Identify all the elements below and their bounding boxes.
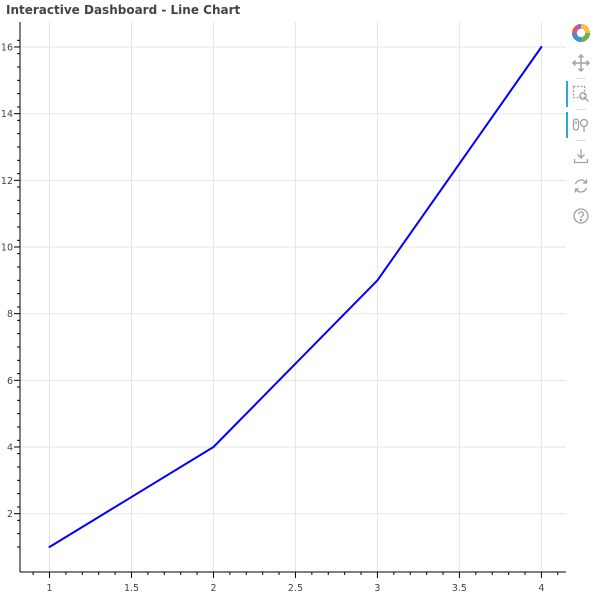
save-icon[interactable] bbox=[566, 141, 596, 171]
x-tick-label: 4 bbox=[538, 583, 544, 594]
x-tick-label: 1 bbox=[46, 583, 52, 594]
y-tick-label: 8 bbox=[7, 309, 13, 320]
toolbar bbox=[566, 18, 596, 231]
y-tick-label: 12 bbox=[1, 176, 13, 187]
wheel-zoom-icon[interactable] bbox=[566, 110, 596, 140]
toolbar-separator bbox=[576, 78, 586, 79]
help-icon[interactable] bbox=[566, 201, 596, 231]
chart-title: Interactive Dashboard - Line Chart bbox=[6, 3, 241, 17]
bokeh-logo-icon[interactable] bbox=[566, 18, 596, 48]
reset-icon[interactable] bbox=[566, 171, 596, 201]
series-layer bbox=[48, 46, 543, 548]
box-zoom-icon[interactable] bbox=[566, 79, 596, 109]
y-tick-label: 10 bbox=[1, 243, 13, 254]
toolbar-separator bbox=[576, 140, 586, 141]
toolbar-separator bbox=[576, 109, 586, 110]
x-tick-label: 2 bbox=[210, 583, 216, 594]
x-tick-label: 1.5 bbox=[124, 583, 139, 594]
series-line[interactable] bbox=[48, 46, 543, 548]
y-tick-label: 2 bbox=[7, 509, 13, 520]
y-tick-label: 14 bbox=[1, 109, 13, 120]
y-tick-label: 4 bbox=[7, 443, 13, 454]
grid bbox=[20, 22, 566, 572]
x-tick-label: 3.5 bbox=[452, 583, 467, 594]
y-tick-label: 6 bbox=[7, 376, 13, 387]
axes: 1 1.5 2 2.5 3 3.5 4 2 4 6 8 10 12 14 16 bbox=[1, 22, 566, 594]
x-tick-label: 2.5 bbox=[288, 583, 303, 594]
y-tick-label: 16 bbox=[1, 43, 13, 54]
pan-icon[interactable] bbox=[566, 48, 596, 78]
x-tick-label: 3 bbox=[374, 583, 380, 594]
